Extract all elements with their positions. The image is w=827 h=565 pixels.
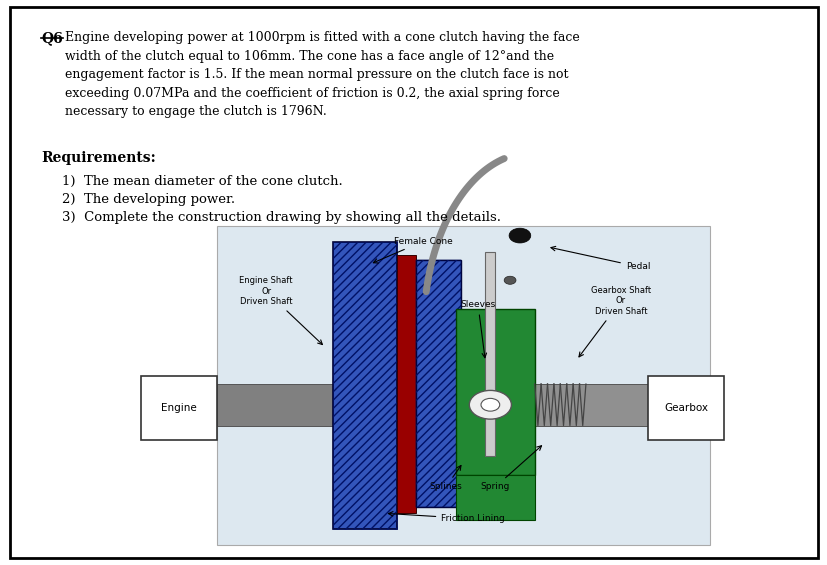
Bar [332, 242, 396, 529]
Bar [456, 309, 534, 475]
Bar [456, 475, 534, 520]
Bar [396, 255, 416, 513]
Bar [416, 260, 461, 507]
Circle shape [504, 276, 515, 284]
Bar [472, 384, 709, 425]
Bar [648, 376, 724, 440]
Text: Spring: Spring [480, 446, 541, 492]
Bar [217, 226, 709, 545]
Text: Gearbox Shaft
Or
Driven Shaft: Gearbox Shaft Or Driven Shaft [578, 286, 650, 357]
Text: Requirements:: Requirements: [41, 151, 156, 165]
Text: Pedal: Pedal [550, 246, 649, 271]
Circle shape [480, 398, 500, 411]
Text: Female Cone: Female Cone [373, 237, 452, 263]
Bar [332, 242, 396, 529]
Text: Sleeves: Sleeves [460, 301, 495, 358]
Text: Q6: Q6 [41, 31, 63, 45]
Text: Gearbox: Gearbox [663, 403, 707, 413]
Text: Engine Shaft
Or
Driven Shaft: Engine Shaft Or Driven Shaft [239, 276, 322, 345]
Text: 1)  The mean diameter of the cone clutch.: 1) The mean diameter of the cone clutch. [62, 175, 342, 188]
Bar [416, 260, 461, 507]
Bar [485, 251, 495, 456]
Text: Friction Lining: Friction Lining [388, 511, 504, 523]
Circle shape [469, 390, 511, 419]
Text: Splines: Splines [429, 466, 461, 492]
Text: Engine: Engine [160, 403, 196, 413]
Text: 3)  Complete the construction drawing by showing all the details.: 3) Complete the construction drawing by … [62, 211, 500, 224]
Text: Engine developing power at 1000rpm is fitted with a cone clutch having the face
: Engine developing power at 1000rpm is fi… [65, 31, 579, 118]
Circle shape [509, 228, 530, 243]
Bar [141, 376, 217, 440]
Bar [217, 384, 379, 425]
Text: 2)  The developing power.: 2) The developing power. [62, 193, 235, 206]
